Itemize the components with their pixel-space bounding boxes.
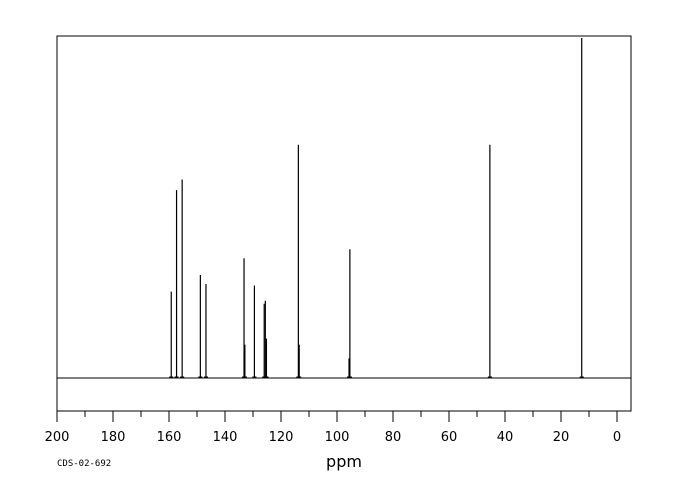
x-tick-label: 100 (325, 430, 350, 445)
spectrum-code: CDS-02-692 (57, 459, 111, 469)
x-axis-label: ppm (326, 452, 362, 471)
x-tick-label: 180 (101, 430, 126, 445)
x-tick-label: 80 (385, 430, 402, 445)
x-tick-label: 20 (553, 430, 570, 445)
x-tick-label: 120 (269, 430, 294, 445)
x-tick-label: 200 (45, 430, 70, 445)
x-tick-label: 40 (497, 430, 514, 445)
x-tick-label: 140 (213, 430, 238, 445)
x-tick-label: 160 (157, 430, 182, 445)
x-tick-labels: 200 180 160 140 120 100 80 60 40 20 0 (45, 430, 622, 445)
x-ticks (56, 411, 618, 422)
plot-frame (56, 35, 632, 412)
spectrum-peaks (169, 38, 584, 378)
x-tick-label: 0 (613, 430, 621, 445)
x-tick-label: 60 (441, 430, 458, 445)
